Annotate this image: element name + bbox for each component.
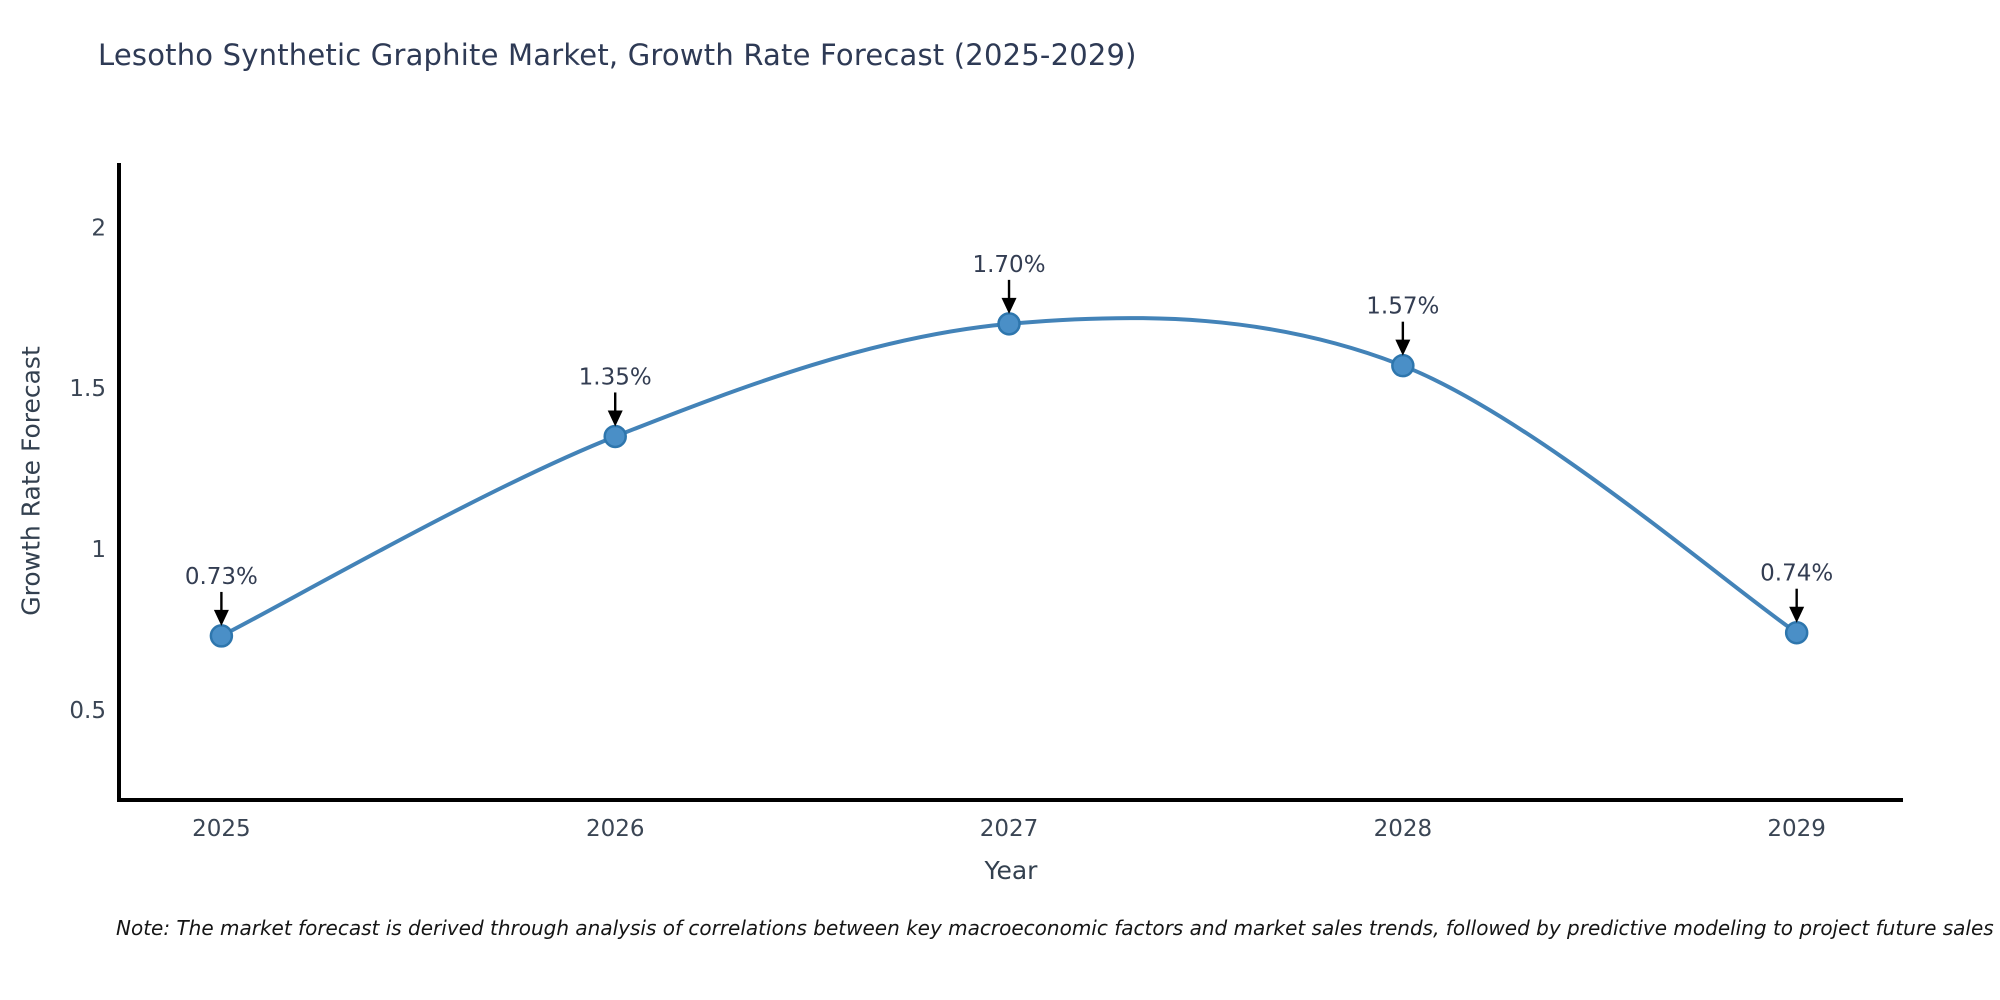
data-point-2026 — [603, 424, 627, 449]
annotation-arrowhead-2025 — [213, 609, 229, 626]
annotation-arrowhead-2028 — [1395, 339, 1411, 356]
y-tick-label-0.5: 0.5 — [69, 698, 106, 724]
annotation-label-2026: 1.35% — [579, 364, 652, 390]
y-tick-label-1.5: 1.5 — [69, 376, 106, 402]
forecast-curve — [219, 316, 1799, 638]
x-tick-label-2027: 2027 — [980, 816, 1039, 842]
annotation-label-2029: 0.74% — [1760, 561, 1833, 587]
data-point-2025 — [209, 624, 234, 648]
annotation-label-2025: 0.73% — [185, 564, 258, 590]
chart-title: Lesotho Synthetic Graphite Market, Growt… — [98, 38, 1137, 72]
annotation-label-2028: 1.57% — [1366, 294, 1439, 320]
x-tick-label-2026: 2026 — [586, 816, 645, 842]
data-point-2029 — [1784, 620, 1809, 645]
data-point-2028 — [1391, 353, 1415, 378]
y-tick-label-1: 1 — [91, 537, 106, 563]
annotation-arrowhead-2027 — [1001, 297, 1017, 314]
annotation-label-2027: 1.70% — [972, 252, 1045, 278]
x-tick-label-2029: 2029 — [1767, 816, 1826, 842]
footnote: Note: The market forecast is derived thr… — [116, 916, 1994, 940]
annotation-arrowhead-2029 — [1789, 606, 1805, 623]
x-tick-label-2028: 2028 — [1374, 816, 1433, 842]
x-tick-label-2025: 2025 — [192, 816, 251, 842]
annotation-arrowhead-2026 — [607, 410, 623, 427]
y-tick-label-2: 2 — [91, 215, 106, 241]
data-point-2027 — [997, 312, 1021, 336]
x-axis-title: Year — [984, 856, 1038, 885]
